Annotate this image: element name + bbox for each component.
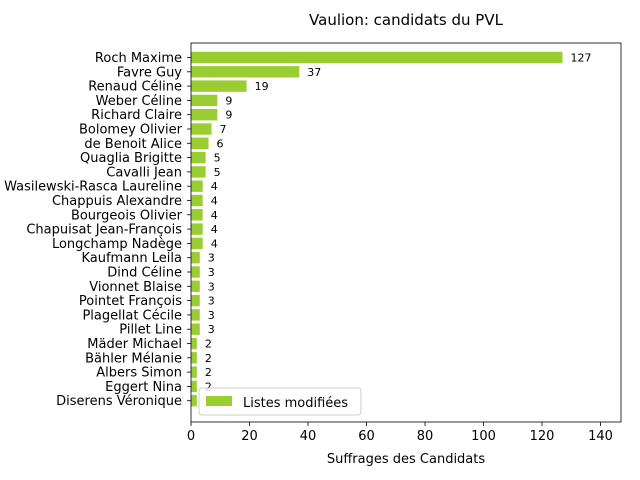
legend: Listes modifiées (198, 387, 362, 416)
category-label: Renaud Céline (88, 80, 182, 95)
data-label: 4 (211, 237, 218, 250)
x-axis-label: Suffrages des Candidats (327, 452, 486, 467)
bar (191, 137, 209, 149)
category-label: Wasilewski-Rasca Laureline (4, 180, 182, 195)
bar (191, 180, 203, 192)
category-label: Eggert Nina (105, 380, 182, 395)
bar (191, 266, 200, 278)
bar (191, 223, 203, 235)
data-label: 2 (205, 366, 212, 379)
bar (191, 237, 203, 250)
category-label: Bourgeois Olivier (71, 208, 183, 223)
chart-title: Vaulion: candidats du PVL (309, 11, 504, 29)
x-tick-label: 140 (588, 429, 613, 444)
data-label: 5 (214, 152, 221, 165)
bar (191, 194, 203, 207)
legend-label: Listes modifiées (243, 396, 348, 411)
data-label: 9 (225, 94, 232, 107)
bar (191, 294, 200, 307)
x-tick-label: 100 (471, 429, 496, 444)
category-label: Chappuis Alexandre (52, 194, 182, 209)
data-label: 5 (214, 166, 221, 179)
bar (191, 280, 200, 292)
data-label: 4 (211, 180, 218, 193)
data-label: 6 (217, 137, 224, 150)
x-tick-label: 0 (187, 429, 195, 444)
bar (191, 151, 206, 164)
data-labels: 12737199976554444433333322222 (205, 52, 592, 408)
category-label: Weber Céline (96, 94, 182, 109)
data-label: 3 (208, 280, 215, 293)
category-label: Quaglia Brigitte (80, 151, 182, 166)
bar (191, 80, 247, 92)
category-label: Pillet Line (119, 323, 182, 338)
category-label: Richard Claire (91, 108, 182, 123)
category-label: Longchamp Nadège (52, 237, 182, 252)
data-label: 3 (208, 323, 215, 336)
data-label: 2 (205, 380, 212, 393)
data-label: 19 (255, 80, 269, 93)
data-label: 3 (208, 309, 215, 322)
x-tick-label: 20 (241, 429, 258, 444)
x-tick-label: 60 (358, 429, 375, 444)
bar (191, 366, 197, 378)
category-label: Vionnet Blaise (89, 280, 182, 295)
data-label: 4 (211, 195, 218, 208)
legend-box (198, 387, 362, 416)
bar (191, 323, 200, 335)
data-label: 3 (208, 252, 215, 265)
category-label: Kaufmann Leila (81, 251, 182, 266)
x-tick-label: 120 (530, 429, 555, 444)
plot-frame (190, 42, 622, 423)
x-tick-label: 40 (300, 429, 317, 444)
data-label: 3 (208, 295, 215, 308)
data-label: 127 (570, 52, 591, 65)
bars-group (191, 51, 563, 407)
bar (191, 166, 206, 178)
bar (191, 395, 197, 407)
bar (191, 309, 200, 321)
bar (191, 123, 212, 135)
bar (191, 252, 200, 264)
x-axis-ticks: 0 20 40 60 80 100 120 140 (187, 422, 613, 444)
bar (191, 51, 563, 64)
legend-swatch (206, 396, 232, 406)
data-label: 3 (208, 266, 215, 279)
bar (191, 352, 197, 364)
data-label: 2 (205, 352, 212, 365)
x-tick-label: 80 (417, 429, 434, 444)
bar (191, 209, 203, 221)
bar (191, 94, 218, 107)
bar (191, 380, 197, 393)
bar (191, 337, 197, 350)
data-label: 7 (219, 123, 226, 136)
data-label: 2 (205, 338, 212, 351)
category-label: Favre Guy (117, 65, 182, 80)
data-label: 37 (307, 66, 321, 79)
bar (191, 66, 300, 78)
axes-frame (190, 42, 622, 423)
category-label: Dind Céline (107, 266, 182, 281)
data-label: 9 (225, 109, 232, 122)
bar (191, 109, 218, 121)
category-label: Pointet François (79, 294, 182, 309)
data-label: 4 (211, 209, 218, 222)
category-label: Cavalli Jean (106, 165, 182, 180)
category-label: Roch Maxime (95, 51, 182, 66)
category-label: Bähler Mélanie (85, 351, 182, 366)
category-label: de Benoit Alice (84, 137, 182, 152)
category-label: Chapuisat Jean-François (26, 223, 182, 238)
category-label: Bolomey Olivier (79, 123, 183, 138)
category-label: Mäder Michael (87, 337, 182, 352)
category-label: Albers Simon (96, 366, 182, 381)
category-label: Plagellat Cécile (82, 308, 182, 323)
data-label: 4 (211, 223, 218, 236)
category-label: Diserens Véronique (56, 394, 182, 409)
